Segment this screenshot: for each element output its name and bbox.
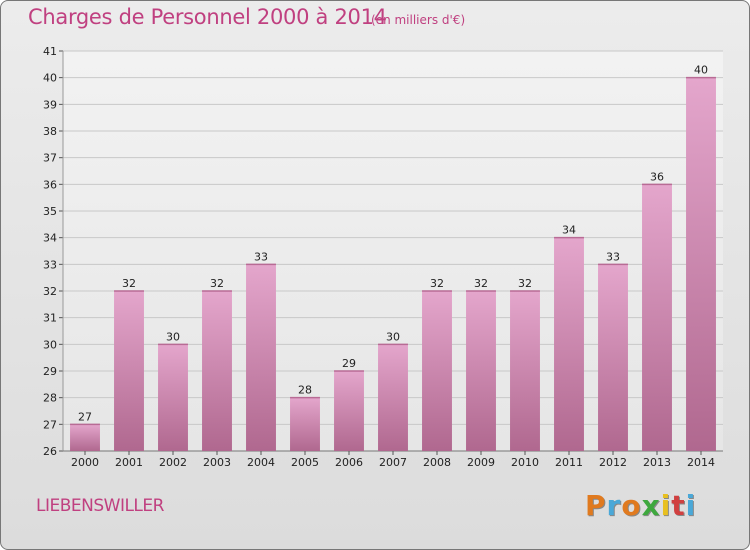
bar-value-label: 33 [606,250,620,263]
bar-value-label: 32 [122,277,136,290]
y-tick-label: 39 [43,98,57,111]
y-tick-label: 34 [43,232,57,245]
x-tick-label: 2012 [599,456,627,469]
commune-name: LIEBENSWILLER [36,496,164,516]
x-tick-label: 2004 [247,456,275,469]
bar [466,291,496,451]
bar-value-label: 32 [210,277,224,290]
bar-value-label: 33 [254,250,268,263]
bar [246,264,276,451]
y-tick-label: 36 [43,178,57,191]
x-tick-label: 2011 [555,456,583,469]
bar-value-label: 34 [562,224,576,237]
bar-value-label: 32 [518,277,532,290]
bar [598,264,628,451]
x-tick-label: 2001 [115,456,143,469]
y-tick-label: 26 [43,445,57,458]
x-tick-label: 2000 [71,456,99,469]
chart-title: Charges de Personnel 2000 à 2014 [28,5,387,29]
y-tick-label: 27 [43,418,57,431]
bar [202,291,232,451]
bar [554,237,584,451]
x-tick-label: 2002 [159,456,187,469]
y-tick-label: 37 [43,152,57,165]
logo-letter: r [606,489,622,522]
bar [334,371,364,451]
y-tick-label: 30 [43,338,57,351]
y-tick-label: 32 [43,285,57,298]
y-tick-label: 31 [43,312,57,325]
bar-value-label: 40 [694,64,708,77]
bar-value-label: 27 [78,410,92,423]
logo-letter: P [585,489,607,522]
proxiti-logo: Proxiti [585,489,696,522]
logo-letter: i [685,489,697,522]
x-tick-label: 2013 [643,456,671,469]
bar-value-label: 32 [474,277,488,290]
y-tick-label: 33 [43,258,57,271]
x-tick-label: 2005 [291,456,319,469]
y-tick-label: 28 [43,392,57,405]
y-tick-label: 29 [43,365,57,378]
logo-letter: x [641,489,661,522]
bar [510,291,540,451]
logo-letter: t [671,489,686,522]
bar [70,424,100,451]
bar [378,344,408,451]
logo-letter: o [621,489,642,522]
chart-subtitle: (en milliers d'€) [371,13,466,27]
y-tick-label: 41 [43,45,57,58]
bar [686,77,716,452]
y-tick-label: 35 [43,205,57,218]
x-tick-label: 2003 [203,456,231,469]
x-tick-label: 2009 [467,456,495,469]
x-tick-label: 2014 [687,456,715,469]
bar [422,291,452,451]
bar-value-label: 29 [342,357,356,370]
bar [158,344,188,451]
bar-value-label: 36 [650,170,664,183]
bar-value-label: 30 [166,330,180,343]
logo-letter: i [660,489,672,522]
bar [290,397,320,451]
bar-value-label: 28 [298,384,312,397]
bar-value-label: 32 [430,277,444,290]
bar-value-label: 30 [386,330,400,343]
bar-layer [70,76,716,452]
bar [642,184,672,452]
x-tick-label: 2007 [379,456,407,469]
y-tick-label: 40 [43,72,57,85]
bar [114,291,144,451]
y-tick-label: 38 [43,125,57,138]
x-tick-label: 2010 [511,456,539,469]
x-tick-label: 2008 [423,456,451,469]
x-tick-label: 2006 [335,456,363,469]
label-layer: 26 27 28 29 30 31 32 33 34 35 36 37 38 39 40 41 27 2000 32… [43,45,715,469]
